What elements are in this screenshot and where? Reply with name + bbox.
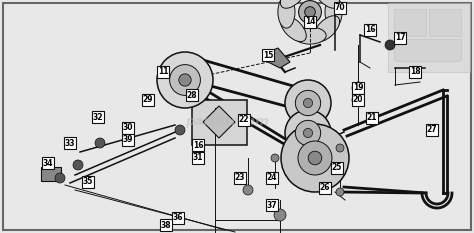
Circle shape xyxy=(243,185,253,195)
Text: 16: 16 xyxy=(193,140,203,150)
Text: 11: 11 xyxy=(158,68,168,76)
Text: 25: 25 xyxy=(332,164,342,172)
Circle shape xyxy=(179,74,191,86)
Ellipse shape xyxy=(325,0,342,28)
Text: 32: 32 xyxy=(93,113,103,121)
Polygon shape xyxy=(203,106,235,138)
Circle shape xyxy=(298,141,332,175)
Text: 33: 33 xyxy=(65,138,75,147)
Text: 70: 70 xyxy=(335,3,346,13)
FancyBboxPatch shape xyxy=(429,9,461,36)
Text: 26: 26 xyxy=(320,184,330,192)
Ellipse shape xyxy=(281,16,306,41)
Circle shape xyxy=(303,98,312,108)
Text: 28: 28 xyxy=(187,90,197,99)
Circle shape xyxy=(385,40,395,50)
Ellipse shape xyxy=(294,27,326,44)
Text: 27: 27 xyxy=(427,126,438,134)
Circle shape xyxy=(295,120,320,146)
Circle shape xyxy=(285,110,331,156)
Circle shape xyxy=(175,125,185,135)
Text: 34: 34 xyxy=(43,158,53,168)
Text: 20: 20 xyxy=(353,96,363,104)
Text: 19: 19 xyxy=(353,83,363,93)
Text: 31: 31 xyxy=(193,154,203,162)
Text: 24: 24 xyxy=(267,174,277,182)
Circle shape xyxy=(352,82,364,94)
Circle shape xyxy=(303,128,312,138)
FancyBboxPatch shape xyxy=(41,167,61,181)
FancyBboxPatch shape xyxy=(394,9,426,36)
Text: 38: 38 xyxy=(161,220,171,230)
Text: 14: 14 xyxy=(305,17,315,27)
Text: 29: 29 xyxy=(143,96,153,104)
Ellipse shape xyxy=(278,0,295,28)
Circle shape xyxy=(285,80,331,126)
Circle shape xyxy=(308,151,322,165)
Circle shape xyxy=(305,7,315,17)
FancyBboxPatch shape xyxy=(192,100,247,145)
Circle shape xyxy=(73,160,83,170)
Circle shape xyxy=(336,144,344,152)
Text: 35: 35 xyxy=(83,178,93,186)
FancyBboxPatch shape xyxy=(388,3,470,72)
Text: 30: 30 xyxy=(123,123,133,133)
Circle shape xyxy=(352,94,364,106)
Circle shape xyxy=(170,65,201,95)
Text: 37: 37 xyxy=(267,201,277,209)
Polygon shape xyxy=(268,48,290,68)
Circle shape xyxy=(157,52,213,108)
Ellipse shape xyxy=(314,0,339,8)
Circle shape xyxy=(295,90,320,116)
Text: 36: 36 xyxy=(173,213,183,223)
Text: 17: 17 xyxy=(395,34,405,42)
Text: partstream: partstream xyxy=(186,115,269,128)
Text: 22: 22 xyxy=(239,116,249,124)
FancyBboxPatch shape xyxy=(394,39,461,61)
Circle shape xyxy=(274,209,286,221)
Text: 15: 15 xyxy=(263,51,273,59)
Circle shape xyxy=(55,173,65,183)
Circle shape xyxy=(95,138,105,148)
Circle shape xyxy=(299,1,321,23)
Ellipse shape xyxy=(314,16,339,41)
Ellipse shape xyxy=(281,0,306,8)
Text: 18: 18 xyxy=(410,68,420,76)
Circle shape xyxy=(271,154,279,162)
Text: 16: 16 xyxy=(365,25,375,34)
Circle shape xyxy=(336,188,344,196)
Text: 23: 23 xyxy=(235,174,245,182)
Text: 39: 39 xyxy=(123,136,133,144)
Text: 21: 21 xyxy=(367,113,377,123)
Circle shape xyxy=(281,124,349,192)
